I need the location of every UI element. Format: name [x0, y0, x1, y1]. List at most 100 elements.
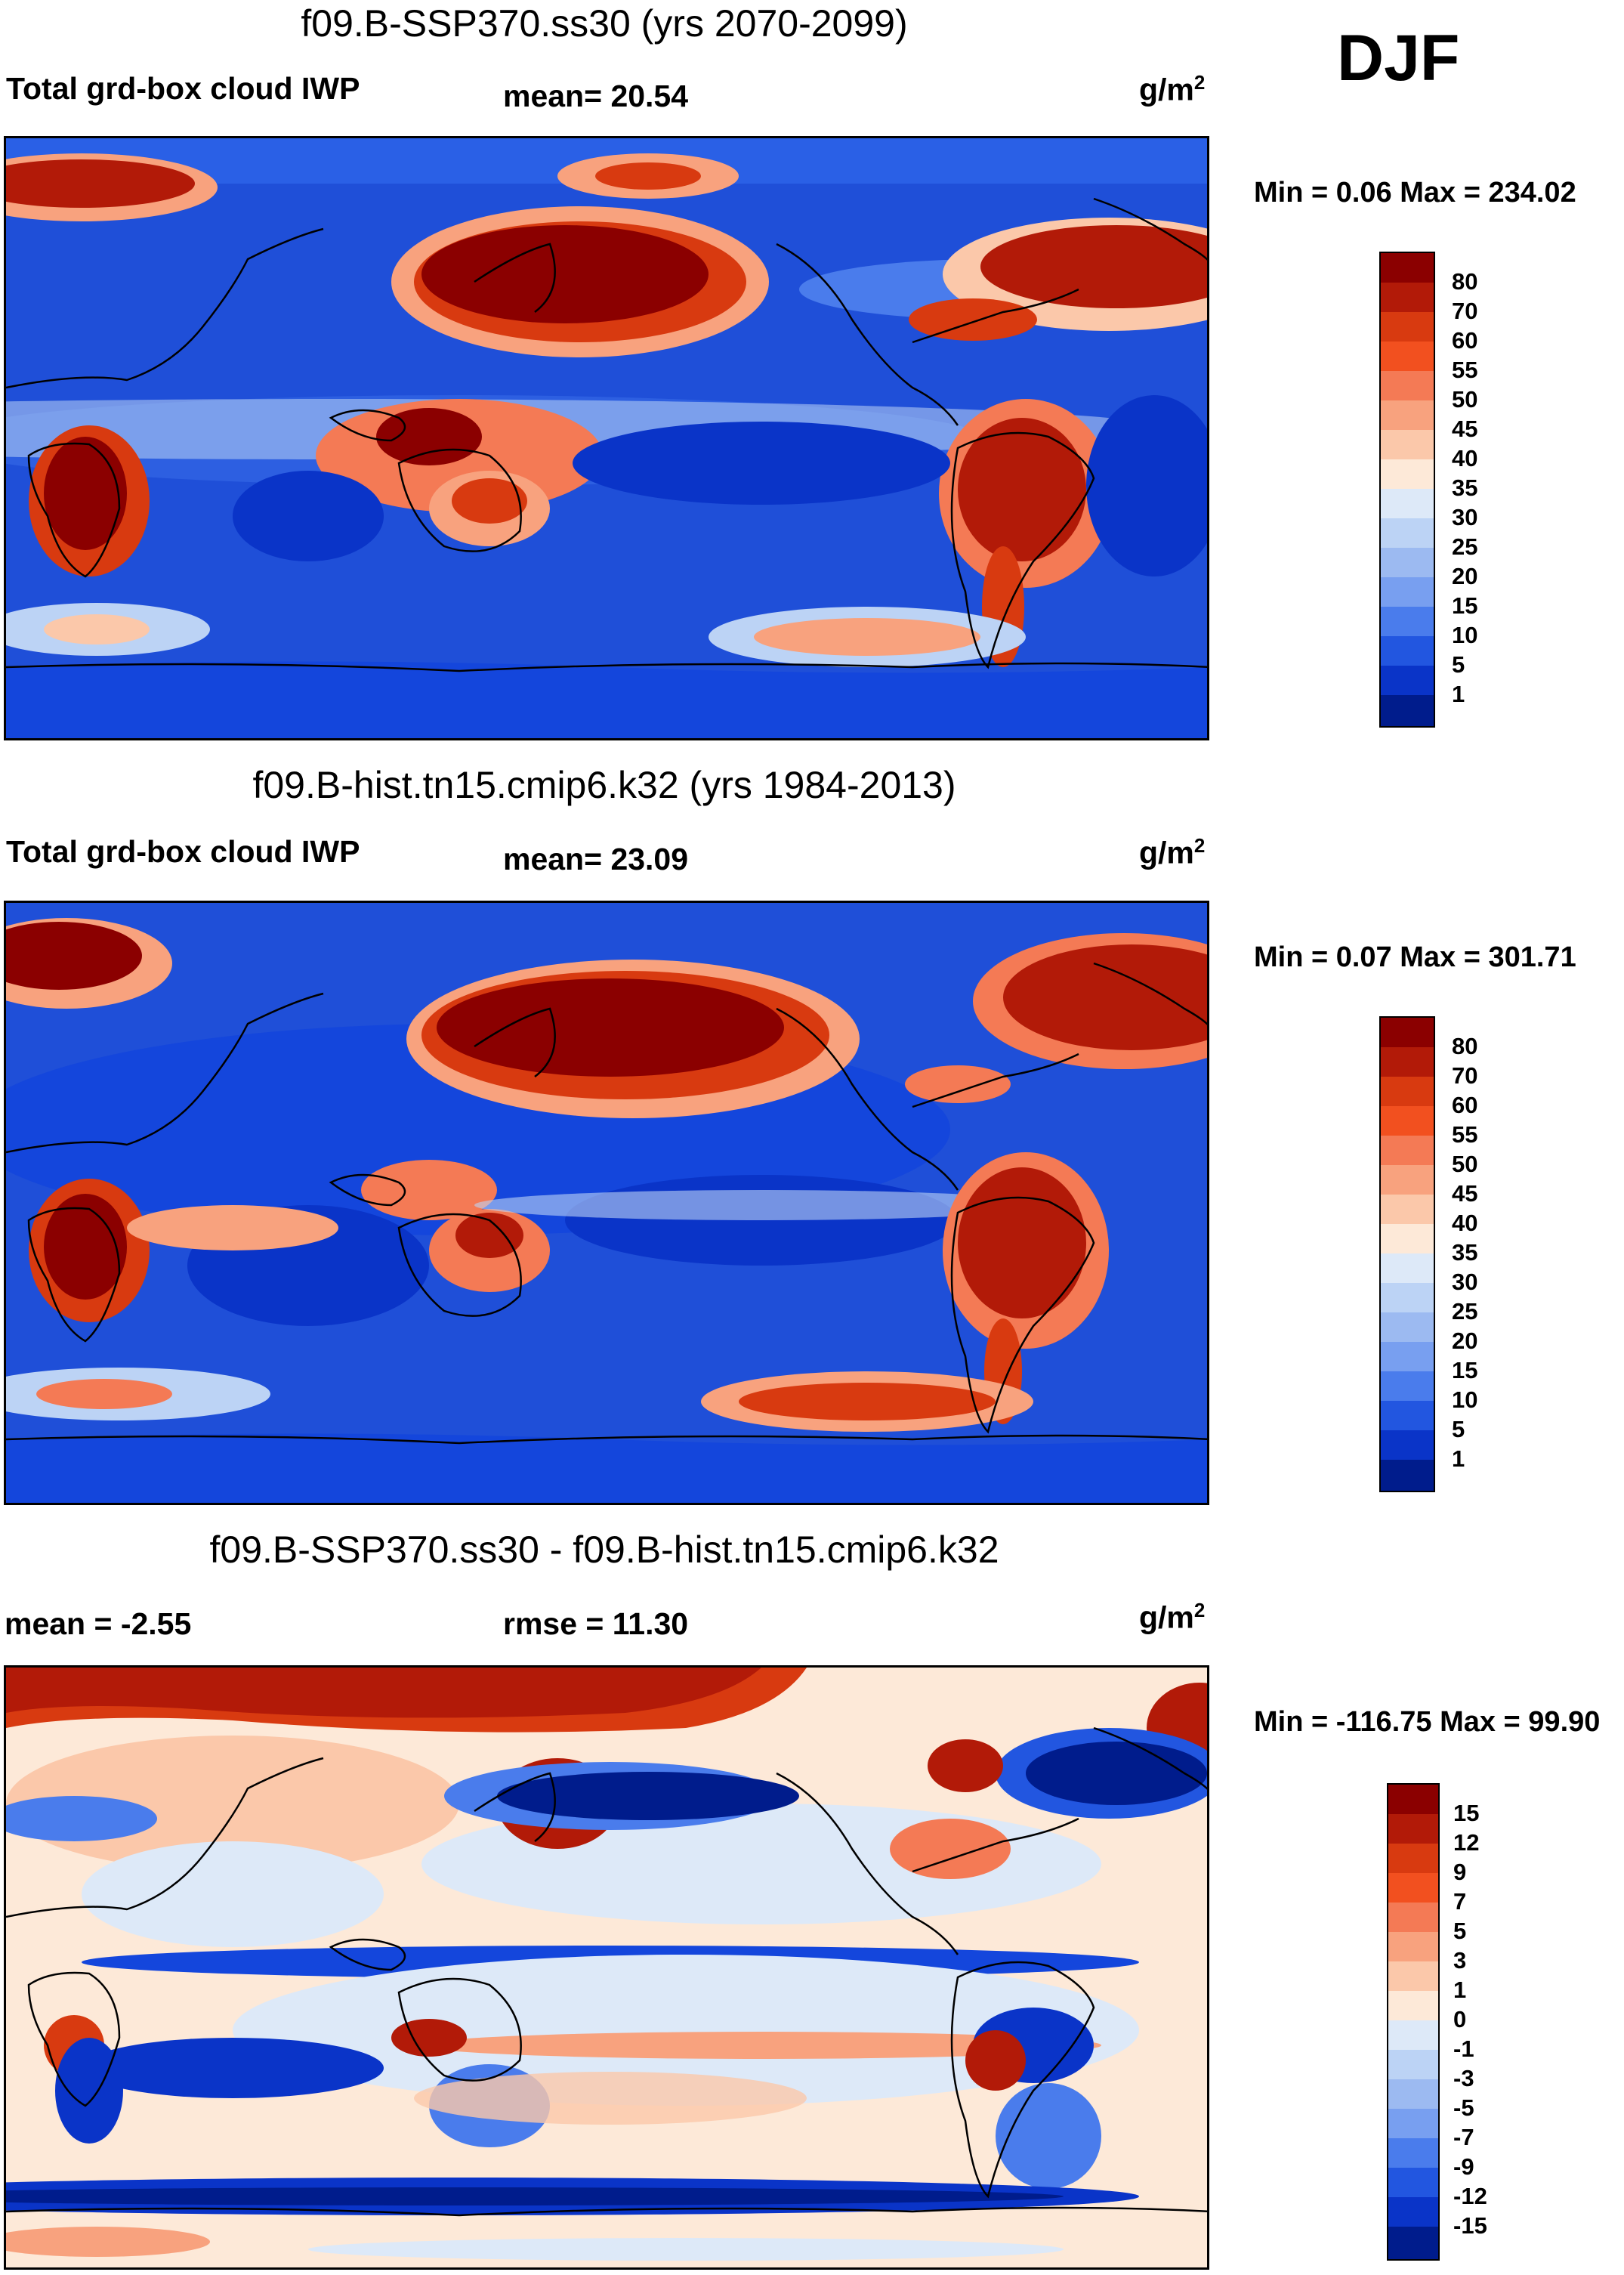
panel2-colorbar-swatch: [1381, 1106, 1434, 1136]
panel2-colorbar-swatch: [1381, 1253, 1434, 1284]
panel1-colorbar-swatch: [1381, 400, 1434, 431]
panel1-colorbar-swatch: [1381, 430, 1434, 460]
panel1-colorbar-label: 60: [1452, 327, 1478, 354]
panel3-colorbar-label: 0: [1453, 2006, 1467, 2032]
panel1-colorbar-swatch: [1381, 459, 1434, 490]
panel1-colorbar-label: 40: [1452, 445, 1478, 471]
panel1-colorbar-label: 25: [1452, 533, 1478, 560]
panel3-colorbar-swatch: [1388, 2020, 1438, 2051]
panel3-colorbar-swatch: [1388, 2109, 1438, 2139]
panel3-colorbar-swatch: [1388, 2227, 1438, 2259]
panel3-colorbar-swatch: [1388, 2138, 1438, 2168]
panel1-colorbar-swatch: [1381, 518, 1434, 549]
panel3-colorbar-label: -5: [1453, 2094, 1474, 2121]
panel2-colorbar-label: 80: [1452, 1033, 1478, 1059]
panel2-colorbar-swatch: [1381, 1195, 1434, 1225]
panel2-colorbar-label: 45: [1452, 1180, 1478, 1207]
panel1-mean: mean= 20.54: [503, 79, 689, 113]
panel3-colorbar-swatch: [1388, 1961, 1438, 1992]
panel1-colorbar-label: 35: [1452, 474, 1478, 501]
panel3-colorbar-swatch: [1388, 1844, 1438, 1874]
panel3-mean: mean = -2.55: [5, 1606, 192, 1641]
panel2-colorbar-label: 60: [1452, 1092, 1478, 1118]
panel2-colorbar-label: 30: [1452, 1269, 1478, 1295]
panel1-colorbar-label: 20: [1452, 563, 1478, 589]
panel2-colorbar-swatch: [1381, 1460, 1434, 1491]
panel1-colorbar-swatch: [1381, 283, 1434, 313]
panel3-colorbar: [1387, 1783, 1440, 2261]
panel3-colorbar-label: -15: [1453, 2212, 1487, 2239]
panel1-colorbar-swatch: [1381, 577, 1434, 607]
season-label: DJF: [1337, 22, 1460, 94]
panel3-colorbar-swatch: [1388, 2050, 1438, 2080]
panel1-colorbar-swatch: [1381, 695, 1434, 726]
panel2-colorbar-label: 35: [1452, 1239, 1478, 1266]
panel1-colorbar-label: 1: [1452, 681, 1465, 707]
panel2-title: f09.B-hist.tn15.cmip6.k32 (yrs 1984-2013…: [252, 764, 956, 806]
panel1-map: [4, 136, 1209, 740]
panel3-colorbar-swatch: [1388, 2079, 1438, 2110]
panel3-colorbar-label: 1: [1453, 1977, 1467, 2003]
panel2-colorbar-label: 5: [1452, 1416, 1465, 1442]
panel3-colorbar-swatch: [1388, 1785, 1438, 1815]
panel2-colorbar-label: 15: [1452, 1357, 1478, 1383]
panel2-colorbar-swatch: [1381, 1077, 1434, 1107]
panel3-colorbar-swatch: [1388, 1903, 1438, 1933]
panel2-colorbar-swatch: [1381, 1430, 1434, 1461]
panel1-title: f09.B-SSP370.ss30 (yrs 2070-2099): [301, 2, 908, 45]
panel3-colorbar-swatch: [1388, 1932, 1438, 1962]
panel3-colorbar-label: -7: [1453, 2124, 1474, 2150]
panel2-map: [4, 901, 1209, 1505]
panel2-colorbar-label: 20: [1452, 1328, 1478, 1354]
panel3-colorbar-label: -9: [1453, 2153, 1474, 2180]
panel3-minmax: Min = -116.75 Max = 99.90: [1254, 1706, 1601, 1738]
panel1-colorbar-label: 70: [1452, 298, 1478, 324]
panel2-colorbar-swatch: [1381, 1165, 1434, 1195]
panel3-colorbar-label: -3: [1453, 2065, 1474, 2091]
panel2-colorbar-swatch: [1381, 1047, 1434, 1077]
panel2-units: g/m2: [1139, 834, 1206, 870]
panel1-colorbar-label: 55: [1452, 357, 1478, 383]
panel2-colorbar-swatch: [1381, 1018, 1434, 1048]
panel3-colorbar-swatch: [1388, 1814, 1438, 1844]
panel2-colorbar-swatch: [1381, 1342, 1434, 1372]
panel1-colorbar-swatch: [1381, 489, 1434, 519]
panel1-variable-label: Total grd-box cloud IWP: [6, 71, 360, 106]
panel1-colorbar-swatch: [1381, 342, 1434, 372]
panel3-colorbar-swatch: [1388, 1991, 1438, 2021]
panel1-units: g/m2: [1139, 71, 1206, 107]
panel1-colorbar-swatch: [1381, 312, 1434, 342]
panel2-colorbar-label: 25: [1452, 1298, 1478, 1325]
panel3-colorbar-label: 3: [1453, 1947, 1467, 1974]
panel3-colorbar-label: -12: [1453, 2183, 1487, 2209]
panel2-colorbar-label: 1: [1452, 1445, 1465, 1472]
panel1-colorbar-swatch: [1381, 548, 1434, 578]
panel2-variable-label: Total grd-box cloud IWP: [6, 834, 360, 869]
panel1-colorbar-label: 30: [1452, 504, 1478, 530]
panel2-colorbar-swatch: [1381, 1136, 1434, 1166]
panel2-colorbar-swatch: [1381, 1401, 1434, 1431]
panel3-colorbar-swatch: [1388, 1873, 1438, 1903]
panel2-colorbar-label: 40: [1452, 1210, 1478, 1236]
panel1-colorbar: [1379, 252, 1435, 728]
panel1-minmax: Min = 0.06 Max = 234.02: [1254, 177, 1576, 209]
panel3-rmse: rmse = 11.30: [503, 1606, 689, 1641]
panel2-colorbar-swatch: [1381, 1224, 1434, 1254]
panel2-colorbar-swatch: [1381, 1371, 1434, 1402]
panel2-mean: mean= 23.09: [503, 842, 689, 876]
panel1-colorbar-label: 5: [1452, 651, 1465, 678]
panel2-colorbar-swatch: [1381, 1283, 1434, 1313]
panel3-colorbar-label: 9: [1453, 1859, 1467, 1885]
panel3-colorbar-label: -1: [1453, 2035, 1474, 2062]
panel1-colorbar-swatch: [1381, 666, 1434, 696]
panel2-colorbar: [1379, 1016, 1435, 1492]
panel1-colorbar-swatch: [1381, 253, 1434, 283]
panel1-field: [6, 138, 1207, 738]
panel2-colorbar-label: 50: [1452, 1151, 1478, 1177]
panel1-colorbar-label: 15: [1452, 592, 1478, 619]
panel3-colorbar-swatch: [1388, 2168, 1438, 2198]
panel3-units: g/m2: [1139, 1599, 1206, 1635]
panel3-colorbar-label: 7: [1453, 1888, 1467, 1915]
panel2-colorbar-label: 10: [1452, 1386, 1478, 1413]
panel3-map: [4, 1665, 1209, 2270]
